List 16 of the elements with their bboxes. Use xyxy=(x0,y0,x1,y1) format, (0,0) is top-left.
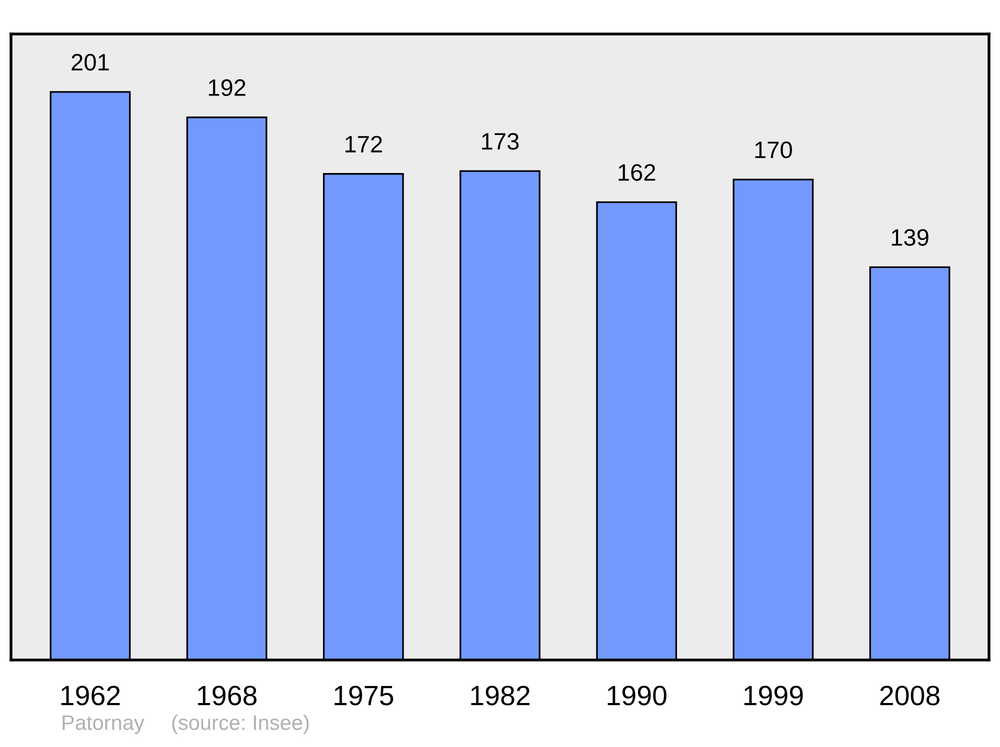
data-label: 192 xyxy=(208,79,246,96)
data-label: 173 xyxy=(482,133,519,150)
text: (source: Insee) xyxy=(172,714,309,734)
x-tick-label: 1999 xyxy=(744,686,803,706)
data-label: 201 xyxy=(72,54,109,71)
x-tick-label: 1962 xyxy=(61,686,120,706)
x-tick-label: 1968 xyxy=(198,686,257,706)
x-tick-label: 1990 xyxy=(608,686,666,706)
x-tick-label: 1975 xyxy=(334,686,394,706)
data-label: 139 xyxy=(892,229,928,246)
data-label: 172 xyxy=(346,136,382,152)
data-label: 162 xyxy=(618,164,656,181)
x-tick-label: 2008 xyxy=(880,686,940,706)
x-tick-label: 1982 xyxy=(471,686,530,706)
text: Patornay xyxy=(62,715,144,734)
data-label: 170 xyxy=(755,141,792,158)
